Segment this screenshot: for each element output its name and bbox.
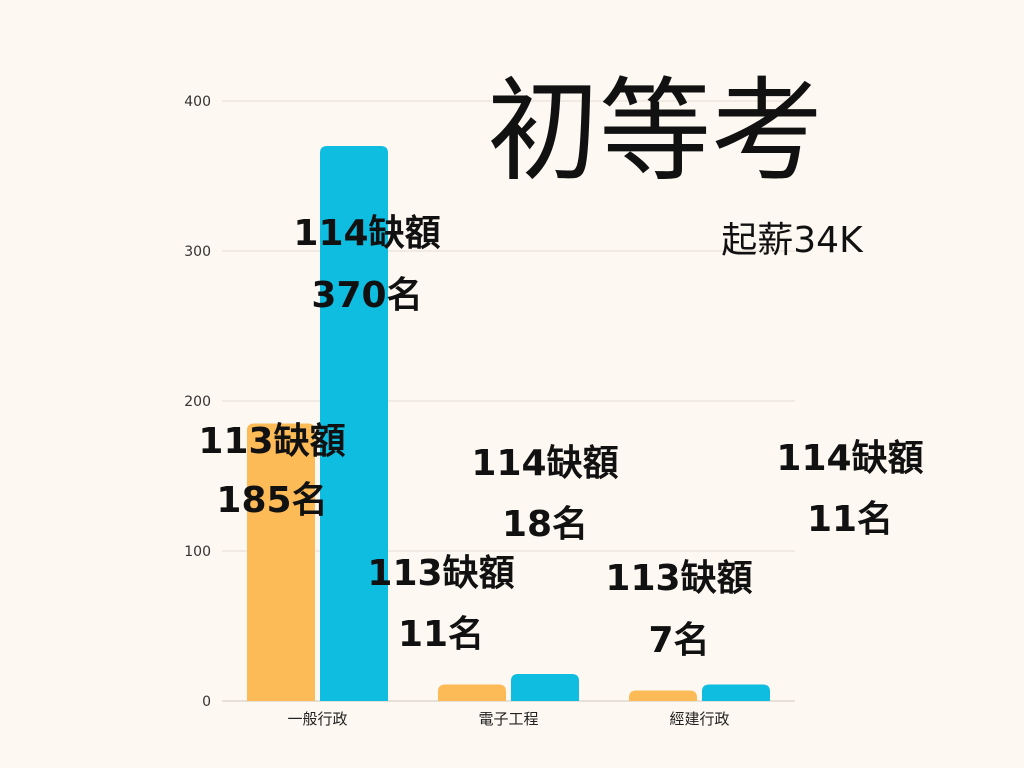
- annotation-line-1: 113缺額: [367, 553, 514, 594]
- x-category-label: 一般行政: [287, 710, 347, 728]
- bars: [247, 146, 770, 701]
- bar: [511, 674, 579, 701]
- y-tick-label: 100: [184, 544, 211, 560]
- bar: [438, 684, 506, 701]
- gridlines: [222, 100, 795, 702]
- data-annotations: 113缺額 185名 114缺額 370名 113缺額 11名 114缺額 18名 113缺額 7…: [198, 213, 923, 661]
- bar: [247, 423, 315, 701]
- y-tick-label: 400: [184, 94, 211, 110]
- annotation-line-1: 113缺額: [605, 558, 752, 599]
- annotation-line-2: 370名: [311, 275, 422, 316]
- x-category-label: 電子工程: [478, 710, 538, 728]
- y-tick-label: 300: [184, 244, 211, 260]
- bar: [320, 146, 388, 701]
- chart-title: 初等考: [487, 67, 823, 197]
- annotation-line-2: 18名: [502, 504, 588, 545]
- annotation-line-2: 11名: [807, 499, 893, 540]
- annotation-line-2: 11名: [398, 614, 484, 655]
- bar: [629, 690, 697, 701]
- annotation-line-1: 113缺額: [198, 421, 345, 462]
- annotation-line-1: 114缺額: [776, 438, 923, 479]
- y-tick-label: 0: [202, 694, 211, 710]
- chart-subtitle: 起薪34K: [721, 220, 864, 261]
- y-tick-label: 200: [184, 394, 211, 410]
- y-axis-ticks: 0 100 200 300 400: [184, 94, 211, 710]
- annotation-line-2: 185名: [216, 480, 327, 521]
- annotation-line-1: 114缺額: [471, 443, 618, 484]
- annotation-line-1: 114缺額: [293, 213, 440, 254]
- annotation-line-2: 7名: [648, 620, 709, 661]
- bar: [702, 684, 770, 701]
- x-category-label: 經建行政: [669, 710, 729, 728]
- x-axis-categories: 一般行政 電子工程 經建行政: [287, 710, 729, 728]
